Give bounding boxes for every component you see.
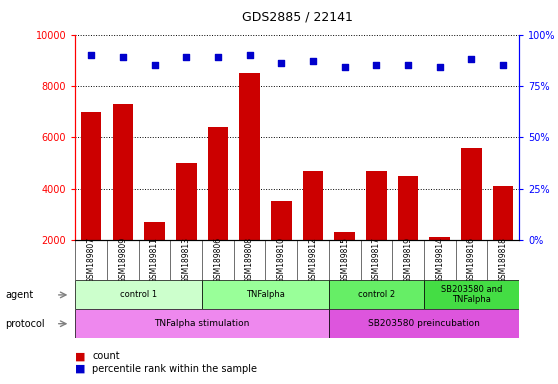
Bar [334,232,355,291]
Text: GSM189814: GSM189814 [435,237,444,283]
Text: GSM189810: GSM189810 [277,237,286,283]
Text: protocol: protocol [6,319,45,329]
Bar [75,280,202,309]
Bar [202,280,329,309]
Text: control 1: control 1 [120,290,157,299]
Text: GSM189818: GSM189818 [499,237,508,283]
Point [277,60,286,66]
Bar [239,73,260,291]
Text: GSM189817: GSM189817 [372,237,381,283]
Text: GSM189811: GSM189811 [150,237,159,283]
Bar [208,127,228,291]
Bar [176,163,196,291]
Point [435,65,444,71]
Point [86,52,95,58]
Text: count: count [92,351,120,361]
Text: GSM189819: GSM189819 [403,237,412,283]
Text: SB203580 and
TNFalpha: SB203580 and TNFalpha [441,285,502,305]
Point [309,58,318,65]
Bar [398,176,418,291]
Point [245,52,254,58]
Bar [461,147,482,291]
Text: control 2: control 2 [358,290,395,299]
Bar [430,237,450,291]
Point [467,56,476,62]
Bar [271,202,292,291]
Text: GDS2885 / 22141: GDS2885 / 22141 [242,11,353,24]
Text: GSM189815: GSM189815 [340,237,349,283]
Point [403,62,412,68]
Text: GSM189809: GSM189809 [118,237,127,283]
Point [499,62,508,68]
Point [182,54,191,60]
Bar [81,112,102,291]
Point [150,62,159,68]
Bar [145,222,165,291]
Bar [75,309,329,338]
Bar [113,104,133,291]
Text: SB203580 preincubation: SB203580 preincubation [368,319,480,328]
Bar [424,280,519,309]
Text: GSM189813: GSM189813 [182,237,191,283]
Text: GSM189812: GSM189812 [309,237,318,283]
Text: TNFalpha: TNFalpha [246,290,285,299]
Point [118,54,127,60]
Text: GSM189806: GSM189806 [213,237,223,283]
Bar [329,309,519,338]
Point [214,54,223,60]
Point [340,65,349,71]
Bar [302,170,323,291]
Bar [329,280,424,309]
Bar [366,170,387,291]
Text: GSM189807: GSM189807 [86,237,95,283]
Text: percentile rank within the sample: percentile rank within the sample [92,364,257,374]
Text: ■: ■ [75,351,86,361]
Text: GSM189816: GSM189816 [467,237,476,283]
Text: ■: ■ [75,364,86,374]
Bar [493,186,513,291]
Point [372,62,381,68]
Text: TNFalpha stimulation: TNFalpha stimulation [155,319,250,328]
Text: GSM189808: GSM189808 [245,237,254,283]
Text: agent: agent [6,290,34,300]
